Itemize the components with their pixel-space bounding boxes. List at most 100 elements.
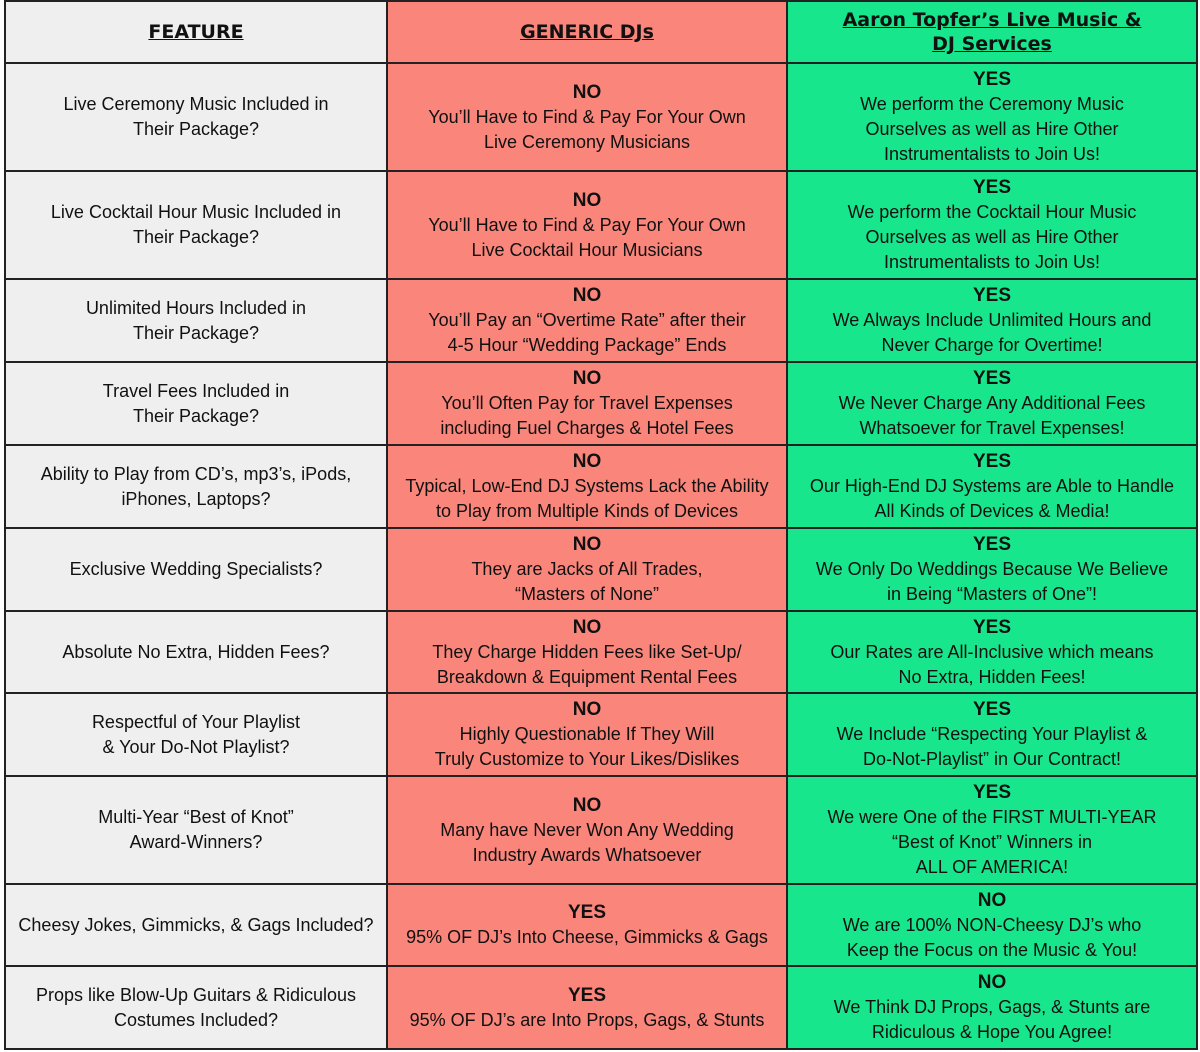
text-line: We were One of the FIRST MULTI-YEAR [827, 807, 1157, 827]
generic-cell: NO Many have Never Won Any Wedding Industr… [386, 775, 788, 885]
text-line: They are Jacks of All Trades, [471, 559, 703, 579]
generic-cell: NO Typical, Low-End DJ Systems Lack the A… [386, 444, 788, 529]
table-row: Ability to Play from CD’s, mp3’s, iPods,… [4, 444, 1198, 529]
text-line: Ability to Play from CD’s, mp3’s, iPods, [40, 463, 352, 484]
text-line: Award-Winners? [129, 832, 263, 852]
text-line: Industry Awards Whatsoever [472, 844, 702, 865]
feature-cell: Cheesy Jokes, Gimmicks, & Gags Included? [4, 883, 388, 967]
text-line: We Never Charge Any Additional Fees [838, 393, 1146, 413]
text-line: Do-Not-Playlist” in Our Contract! [862, 749, 1122, 769]
text-line: Ourselves as well as Hire Other [865, 119, 1119, 139]
generic-cell: NO They are Jacks of All Trades, “Masters … [386, 527, 788, 612]
text-line: Never Charge for Overtime! [881, 335, 1103, 355]
text-line: Ridiculous & Hope You Agree! [871, 1022, 1113, 1042]
text-line: “Best of Knot” Winners in [891, 832, 1093, 852]
aaron-cell: YES We Only Do Weddings Because We Believ… [786, 527, 1198, 612]
header-cell: Aaron Topfer’s Live Music & DJ Services [786, 0, 1198, 64]
verdict: YES [567, 902, 607, 923]
verdict: NO [977, 972, 1007, 993]
verdict: YES [972, 782, 1012, 803]
generic-cell: NO You’ll Pay an “Overtime Rate” after th… [386, 278, 788, 363]
text-line: Exclusive Wedding Specialists? [69, 559, 323, 579]
text-line: Costumes Included? [113, 1009, 279, 1030]
text-line: Cheesy Jokes, Gimmicks, & Gags Included? [18, 914, 374, 935]
verdict: YES [972, 285, 1012, 306]
aaron-cell: YES Our Rates are All-Inclusive which mea… [786, 610, 1198, 694]
verdict: NO [572, 451, 602, 472]
text-line: You’ll Have to Find & Pay For Your Own [428, 214, 746, 235]
text-line: Props like Blow-Up Guitars & Ridiculous [35, 984, 357, 1005]
verdict: NO [572, 616, 602, 638]
text-line: ALL OF AMERICA! [915, 857, 1069, 877]
text-line: FEATURE [148, 21, 244, 43]
text-line: Respectful of Your Playlist [91, 711, 301, 732]
text-line: We Think DJ Props, Gags, & Stunts are [833, 997, 1151, 1017]
verdict: YES [972, 368, 1012, 389]
text-line: 95% OF DJ’s are Into Props, Gags, & Stun… [409, 1009, 765, 1030]
verdict: NO [572, 285, 602, 306]
table-row: Live Ceremony Music Included in Their Pac… [4, 62, 1198, 172]
table-row: Unlimited Hours Included in Their Package… [4, 278, 1198, 363]
text-line: to Play from Multiple Kinds of Devices [435, 501, 739, 521]
text-line: You’ll Have to Find & Pay For Your Own [428, 106, 746, 127]
verdict: YES [972, 451, 1012, 472]
generic-cell: NO You’ll Often Pay for Travel Expenses in… [386, 361, 788, 446]
feature-cell: Travel Fees Included in Their Package? [4, 361, 388, 446]
header-cell: GENERIC DJs [386, 0, 788, 64]
table-row: Travel Fees Included in Their Package? NO Y… [4, 361, 1198, 446]
text-line: We Always Include Unlimited Hours and [832, 310, 1152, 330]
text-line: Travel Fees Included in [102, 380, 290, 401]
text-line: Live Ceremony Musicians [483, 131, 691, 152]
text-line: Their Package? [132, 322, 260, 343]
feature-cell: Live Ceremony Music Included in Their Pac… [4, 62, 388, 172]
text-line: in Being “Masters of One”! [886, 584, 1098, 604]
header-cell: FEATURE [4, 0, 388, 64]
verdict: NO [572, 794, 602, 816]
text-line: Instrumentalists to Join Us! [883, 144, 1101, 164]
table-row: Cheesy Jokes, Gimmicks, & Gags Included?… [4, 883, 1198, 967]
text-line: Ourselves as well as Hire Other [865, 227, 1119, 247]
text-line: You’ll Often Pay for Travel Expenses [441, 393, 733, 413]
table-row: Multi-Year “Best of Knot” Award-Winners? N… [4, 775, 1198, 885]
text-line: Unlimited Hours Included in [85, 297, 307, 318]
text-line: All Kinds of Devices & Media! [874, 501, 1110, 521]
text-line: Typical, Low-End DJ Systems Lack the Abi… [405, 476, 769, 496]
text-line: GENERIC DJs [520, 21, 654, 43]
text-line: Aaron Topfer’s Live Music & [842, 9, 1142, 31]
aaron-cell: YES We perform the Cocktail Hour Music Our… [786, 170, 1198, 280]
text-line: 95% OF DJ’s Into Cheese, Gimmicks & Gags [406, 927, 768, 947]
text-line: Absolute No Extra, Hidden Fees? [62, 641, 330, 662]
feature-cell: Props like Blow-Up Guitars & Ridiculous C… [4, 965, 388, 1050]
text-line: Instrumentalists to Join Us! [883, 252, 1101, 272]
verdict: NO [572, 81, 602, 103]
generic-cell: NO They Charge Hidden Fees like Set-Up/Br… [386, 610, 788, 694]
generic-cell: NO You’ll Have to Find & Pay For Your Own… [386, 62, 788, 172]
text-line: Truly Customize to Your Likes/Dislikes [434, 749, 740, 769]
aaron-cell: YES We Include “Respecting Your Playlist … [786, 692, 1198, 777]
text-line: Breakdown & Equipment Rental Fees [436, 666, 738, 687]
verdict: YES [972, 534, 1012, 555]
text-line: Their Package? [132, 227, 260, 247]
generic-cell: NO You’ll Have to Find & Pay For Your Own… [386, 170, 788, 280]
text-line: Live Cocktail Hour Musicians [471, 239, 703, 260]
feature-cell: Unlimited Hours Included in Their Package… [4, 278, 388, 363]
table-row: Absolute No Extra, Hidden Fees? NO They Ch… [4, 610, 1198, 694]
table-body: FEATURE GENERIC DJs Aaron Topfer’s Live Mu… [4, 0, 1198, 1050]
feature-cell: Exclusive Wedding Specialists? [4, 527, 388, 612]
text-line: They Charge Hidden Fees like Set-Up/ [432, 641, 742, 662]
text-line: iPhones, Laptops? [121, 488, 271, 509]
aaron-cell: YES We perform the Ceremony Music Ourselve… [786, 62, 1198, 172]
text-line: Multi-Year “Best of Knot” [98, 807, 294, 827]
verdict: YES [972, 699, 1012, 720]
text-line: We Only Do Weddings Because We Believe [815, 559, 1169, 579]
verdict: YES [972, 69, 1012, 90]
feature-cell: Respectful of Your Playlist & Your Do-Not… [4, 692, 388, 777]
aaron-cell: YES We Never Charge Any Additional Fees Wh… [786, 361, 1198, 446]
table-row: Exclusive Wedding Specialists? NO They are… [4, 527, 1198, 612]
verdict: YES [972, 616, 1012, 638]
aaron-cell: YES We Always Include Unlimited Hours and… [786, 278, 1198, 363]
feature-cell: Absolute No Extra, Hidden Fees? [4, 610, 388, 694]
table-row: Props like Blow-Up Guitars & Ridiculous C… [4, 965, 1198, 1050]
verdict: NO [572, 699, 602, 720]
verdict: NO [572, 534, 602, 555]
